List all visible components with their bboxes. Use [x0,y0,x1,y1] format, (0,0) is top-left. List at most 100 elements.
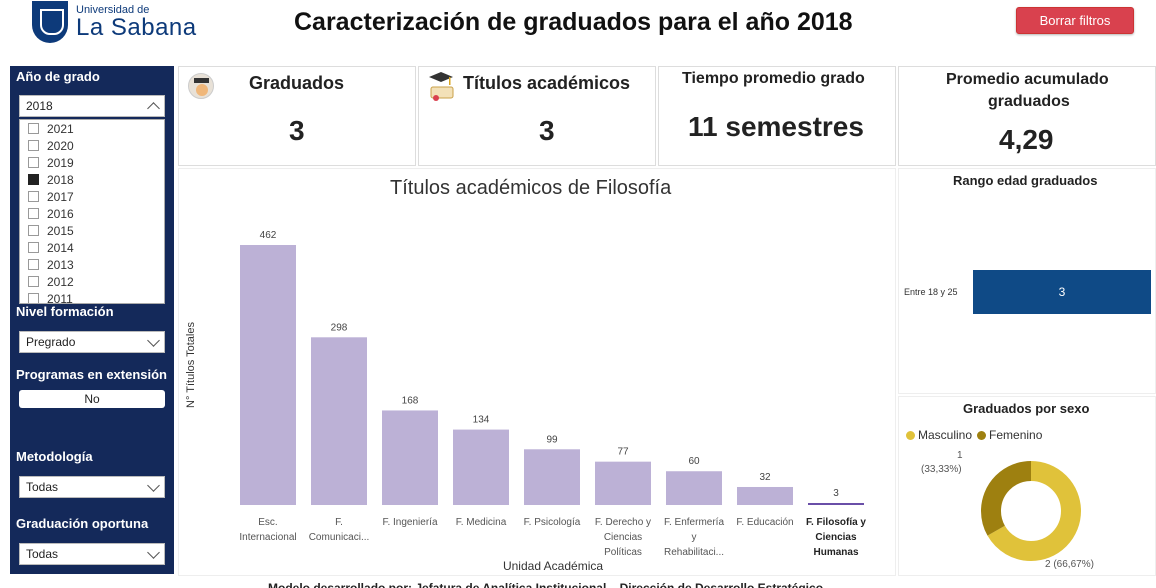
checkbox-icon[interactable] [28,174,39,185]
year-option-2019[interactable]: 2019 [20,154,164,171]
checkbox-icon[interactable] [28,225,39,236]
chevron-up-icon [147,102,160,115]
bar-value-label-3: 134 [473,415,490,426]
bar-value-label-0: 462 [260,230,277,241]
checkbox-icon[interactable] [28,157,39,168]
x-tick-label-7: F. Educación [736,517,793,528]
year-option-label: 2016 [47,206,74,221]
sex-title: Graduados por sexo [963,401,1090,416]
titles-label: Títulos académicos [463,73,631,93]
titles-chart-card [178,168,896,576]
x-tick-label-3: F. Medicina [456,517,507,528]
chevron-down-icon [147,334,160,347]
bar-6[interactable] [666,471,722,505]
graduates-label: Graduados [249,73,345,93]
year-option-label: 2021 [47,121,74,136]
checkbox-icon[interactable] [28,293,39,303]
sex-donut-chart [981,461,1081,561]
bar-value-label-8: 3 [833,488,839,499]
timely-selected-value: Todas [26,547,59,561]
age-category-label: Entre 18 y 25 [904,287,958,297]
clear-filters-button[interactable]: Borrar filtros [1016,7,1134,34]
year-option-2012[interactable]: 2012 [20,273,164,290]
bar-1[interactable] [311,337,367,505]
sex-card: Graduados por sexo Masculino Femenino 1 … [898,396,1156,576]
year-option-label: 2013 [47,257,74,272]
bar-2[interactable] [382,410,438,505]
sex-legend: Masculino Femenino [906,428,1042,442]
chevron-down-icon [147,479,160,492]
bar-4[interactable] [524,449,580,505]
x-tick-label-6: Rehabilitaci... [664,547,724,558]
donut-slice-female[interactable] [981,461,1081,561]
year-option-2018[interactable]: 2018 [20,171,164,188]
avg-gpa-label-1: Promedio acumulado [946,71,1109,88]
extension-toggle-no[interactable]: No [19,390,165,408]
chevron-down-icon [147,546,160,559]
checkbox-icon[interactable] [28,208,39,219]
x-tick-label-8: Humanas [813,547,858,558]
checkbox-icon[interactable] [28,140,39,151]
year-option-2020[interactable]: 2020 [20,137,164,154]
checkbox-icon[interactable] [28,276,39,287]
method-selected-value: Todas [26,480,59,494]
x-tick-label-6: F. Enfermería [664,517,724,528]
diploma-icon [429,72,454,101]
graduates-card: Graduados 3 [178,66,416,166]
avg-time-label: Tiempo promedio grado [682,70,865,87]
legend-dot-female [977,430,987,440]
bar-7[interactable] [737,486,793,505]
checkbox-icon[interactable] [28,123,39,134]
year-option-2016[interactable]: 2016 [20,205,164,222]
year-option-2017[interactable]: 2017 [20,188,164,205]
year-option-2011[interactable]: 2011 [20,290,164,304]
bar-value-label-1: 298 [331,322,348,333]
year-option-label: 2011 [47,291,73,304]
year-option-label: 2020 [47,138,74,153]
x-tick-label-0: Esc. [258,517,277,528]
graduate-avatar-icon [188,73,214,99]
avg-time-value: 11 semestres [688,111,864,142]
age-bar-value: 3 [1058,285,1066,299]
year-option-2021[interactable]: 2021 [20,120,164,137]
bar-0[interactable] [240,245,296,505]
bar-3[interactable] [453,429,509,505]
year-filter-select[interactable]: 2018 [19,95,165,117]
avg-gpa-value: 4,29 [999,124,1054,155]
year-option-2013[interactable]: 2013 [20,256,164,273]
bar-value-label-2: 168 [402,395,419,406]
level-filter-select[interactable]: Pregrado [19,331,165,353]
checkbox-icon[interactable] [28,191,39,202]
avg-gpa-card: Promedio acumulado graduados 4,29 [898,66,1156,166]
avg-time-card: Tiempo promedio grado 11 semestres [658,66,896,166]
x-tick-label-2: F. Ingeniería [382,517,437,528]
male-label: 2 (66,67%) [1045,559,1094,570]
x-tick-label-1: Comunicaci... [309,532,370,543]
university-logo: Universidad de La Sabana [32,0,197,44]
x-axis-label: Unidad Académica [503,559,603,573]
age-range-card: Rango edad graduados Entre 18 y 25 3 [898,168,1156,394]
page-title: Caracterización de graduados para el año… [294,8,853,36]
year-option-label: 2019 [47,155,74,170]
bar-5[interactable] [595,461,651,505]
year-option-label: 2014 [47,240,74,255]
x-tick-label-8: Ciencias [815,532,857,543]
level-filter-label: Nivel formación [16,304,114,319]
year-option-2015[interactable]: 2015 [20,222,164,239]
method-filter-select[interactable]: Todas [19,476,165,498]
age-bar[interactable]: 3 [973,270,1151,314]
extension-filter-label: Programas en extensión [16,367,167,382]
year-option-2014[interactable]: 2014 [20,239,164,256]
legend-female: Femenino [989,428,1043,442]
x-tick-label-5: Políticas [604,547,642,558]
x-tick-label-6: y [692,532,697,543]
logo-line1: Universidad de [76,3,150,16]
checkbox-icon[interactable] [28,242,39,253]
timely-filter-select[interactable]: Todas [19,543,165,565]
year-option-label: 2012 [47,274,74,289]
bar-8[interactable] [808,503,864,505]
footer-credit: Modelo desarrollado por: Jefatura de Ana… [268,581,824,588]
year-filter-label: Año de grado [16,69,100,84]
female-count-label: 1 [957,450,963,461]
checkbox-icon[interactable] [28,259,39,270]
